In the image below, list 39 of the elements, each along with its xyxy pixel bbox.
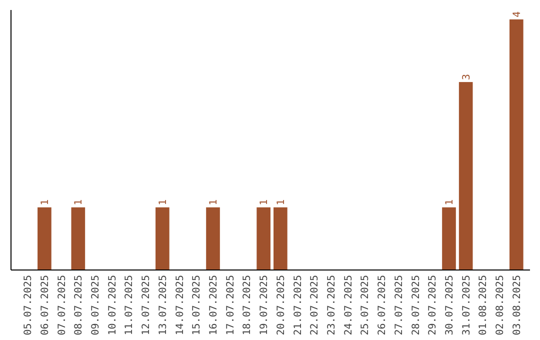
x-tick-label: 16.07.2025	[208, 275, 220, 336]
x-tick-label: 20.07.2025	[276, 275, 287, 336]
x-tick-label: 19.07.2025	[259, 275, 270, 336]
data-label: 4	[512, 11, 523, 18]
x-tick-label: 15.07.2025	[192, 275, 203, 336]
data-label: 1	[444, 199, 456, 206]
x-tick-label: 02.08.2025	[495, 275, 506, 336]
x-tick-label: 01.08.2025	[478, 275, 490, 336]
data-label: 1	[158, 199, 169, 206]
x-tick-label: 27.07.2025	[394, 275, 405, 336]
x-tick-label: 05.07.2025	[23, 275, 34, 336]
x-tick-label: 22.07.2025	[310, 275, 321, 336]
data-label: 1	[74, 199, 85, 206]
x-tick-label: 06.07.2025	[40, 275, 51, 336]
x-tick-label: 24.07.2025	[343, 275, 354, 336]
data-label: 1	[208, 199, 220, 206]
x-tick-label: 30.07.2025	[444, 275, 456, 336]
x-tick-label: 18.07.2025	[242, 275, 254, 336]
x-tick-label: 25.07.2025	[360, 275, 372, 336]
x-tick-label: 23.07.2025	[326, 275, 338, 336]
x-tick-label: 29.07.2025	[428, 275, 439, 336]
x-tick-label: 03.08.2025	[512, 275, 523, 336]
x-tick-label: 26.07.2025	[377, 275, 388, 336]
x-tick-label: 14.07.2025	[174, 275, 186, 336]
data-label: 1	[40, 199, 51, 206]
x-tick-label: 17.07.2025	[225, 275, 236, 336]
x-tick-label: 10.07.2025	[107, 275, 118, 336]
data-label: 1	[259, 199, 270, 206]
x-tick-label: 09.07.2025	[90, 275, 102, 336]
x-tick-label: 13.07.2025	[158, 275, 169, 336]
x-tick-label: 28.07.2025	[410, 275, 422, 336]
data-label: 1	[276, 199, 287, 206]
x-tick-label: 31.07.2025	[461, 275, 472, 336]
x-tick-label: 07.07.2025	[56, 275, 68, 336]
x-tick-label: 08.07.2025	[74, 275, 85, 336]
x-tick-label: 12.07.2025	[141, 275, 152, 336]
x-tick-label: 11.07.2025	[124, 275, 136, 336]
x-tick-label: 21.07.2025	[292, 275, 304, 336]
data-label: 3	[461, 74, 472, 80]
